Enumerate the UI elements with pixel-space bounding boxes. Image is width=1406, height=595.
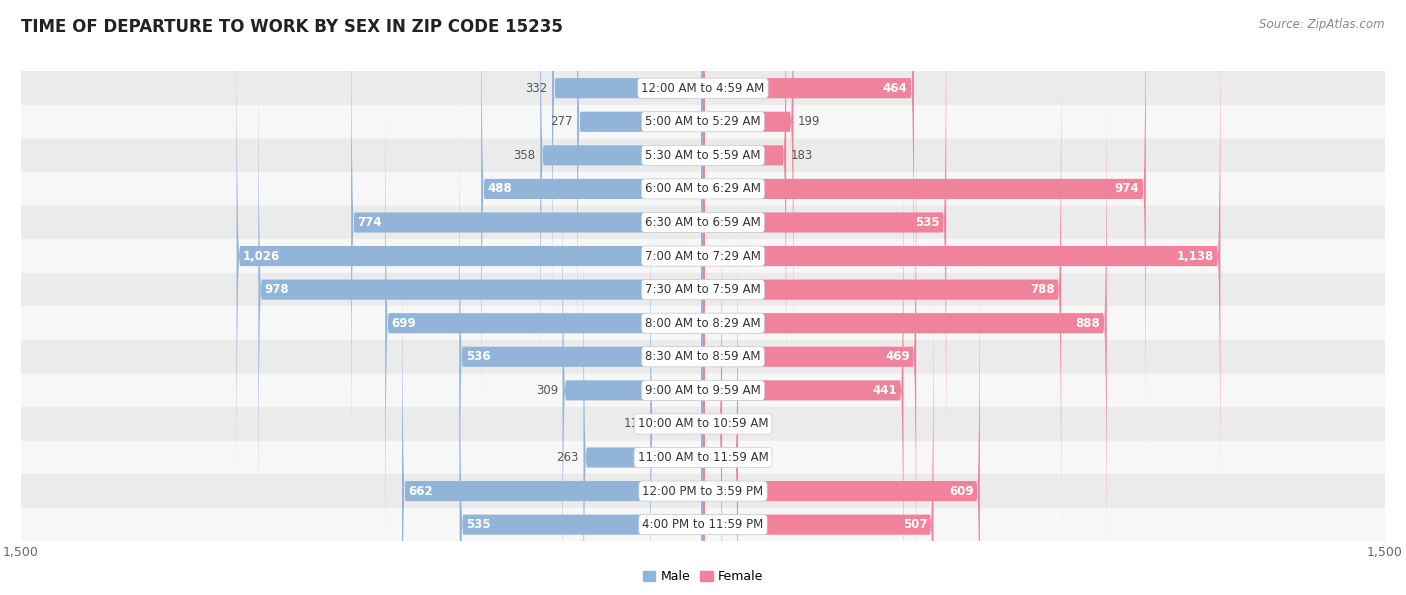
Bar xyxy=(21,407,1385,441)
Text: 774: 774 xyxy=(357,216,382,229)
Bar xyxy=(21,306,1385,340)
Text: 699: 699 xyxy=(392,317,416,330)
Text: 469: 469 xyxy=(886,350,910,364)
Text: 309: 309 xyxy=(536,384,558,397)
Text: 662: 662 xyxy=(408,484,433,497)
Bar xyxy=(21,340,1385,374)
Text: 488: 488 xyxy=(488,183,512,195)
FancyBboxPatch shape xyxy=(703,0,793,380)
Bar xyxy=(21,206,1385,239)
Text: 4:00 PM to 11:59 PM: 4:00 PM to 11:59 PM xyxy=(643,518,763,531)
FancyBboxPatch shape xyxy=(703,0,1220,515)
Text: 535: 535 xyxy=(915,216,939,229)
FancyBboxPatch shape xyxy=(562,132,703,595)
Text: Source: ZipAtlas.com: Source: ZipAtlas.com xyxy=(1260,18,1385,31)
FancyBboxPatch shape xyxy=(703,0,1146,447)
Text: 10:00 AM to 10:59 AM: 10:00 AM to 10:59 AM xyxy=(638,418,768,430)
Bar xyxy=(21,71,1385,105)
Text: 888: 888 xyxy=(1076,317,1101,330)
FancyBboxPatch shape xyxy=(352,0,703,481)
Text: 974: 974 xyxy=(1115,183,1139,195)
Text: 183: 183 xyxy=(790,149,813,162)
FancyBboxPatch shape xyxy=(460,98,703,595)
Text: 332: 332 xyxy=(526,82,547,95)
Legend: Male, Female: Male, Female xyxy=(638,565,768,588)
Text: 507: 507 xyxy=(903,518,927,531)
Text: 8:00 AM to 8:29 AM: 8:00 AM to 8:29 AM xyxy=(645,317,761,330)
Text: 6:30 AM to 6:59 AM: 6:30 AM to 6:59 AM xyxy=(645,216,761,229)
Text: 464: 464 xyxy=(883,82,908,95)
FancyBboxPatch shape xyxy=(703,165,723,595)
Text: TIME OF DEPARTURE TO WORK BY SEX IN ZIP CODE 15235: TIME OF DEPARTURE TO WORK BY SEX IN ZIP … xyxy=(21,18,562,36)
Text: 116: 116 xyxy=(623,418,645,430)
FancyBboxPatch shape xyxy=(703,31,1062,548)
Text: 277: 277 xyxy=(550,115,572,129)
FancyBboxPatch shape xyxy=(236,0,703,515)
FancyBboxPatch shape xyxy=(576,0,703,380)
FancyBboxPatch shape xyxy=(540,0,703,414)
FancyBboxPatch shape xyxy=(460,266,703,595)
FancyBboxPatch shape xyxy=(553,0,703,347)
Text: 6:00 AM to 6:29 AM: 6:00 AM to 6:29 AM xyxy=(645,183,761,195)
FancyBboxPatch shape xyxy=(650,165,703,595)
Text: 535: 535 xyxy=(467,518,491,531)
Bar xyxy=(21,508,1385,541)
Bar xyxy=(21,239,1385,273)
Bar xyxy=(21,139,1385,172)
FancyBboxPatch shape xyxy=(402,233,703,595)
Bar xyxy=(21,374,1385,407)
Text: 199: 199 xyxy=(799,115,821,129)
FancyBboxPatch shape xyxy=(481,0,703,447)
Text: 7:30 AM to 7:59 AM: 7:30 AM to 7:59 AM xyxy=(645,283,761,296)
Text: 42: 42 xyxy=(727,418,741,430)
Text: 978: 978 xyxy=(264,283,290,296)
FancyBboxPatch shape xyxy=(703,199,738,595)
Bar xyxy=(21,172,1385,206)
Text: 1,026: 1,026 xyxy=(243,249,280,262)
FancyBboxPatch shape xyxy=(703,65,1107,582)
Bar xyxy=(21,105,1385,139)
Text: 441: 441 xyxy=(873,384,897,397)
FancyBboxPatch shape xyxy=(703,233,980,595)
Bar xyxy=(21,273,1385,306)
Text: 12:00 PM to 3:59 PM: 12:00 PM to 3:59 PM xyxy=(643,484,763,497)
Text: 5:00 AM to 5:29 AM: 5:00 AM to 5:29 AM xyxy=(645,115,761,129)
Text: 7:00 AM to 7:29 AM: 7:00 AM to 7:29 AM xyxy=(645,249,761,262)
FancyBboxPatch shape xyxy=(703,98,917,595)
Text: 358: 358 xyxy=(513,149,536,162)
FancyBboxPatch shape xyxy=(703,0,914,347)
FancyBboxPatch shape xyxy=(385,65,703,582)
Text: 77: 77 xyxy=(742,451,758,464)
Text: 12:00 AM to 4:59 AM: 12:00 AM to 4:59 AM xyxy=(641,82,765,95)
Text: 788: 788 xyxy=(1031,283,1054,296)
FancyBboxPatch shape xyxy=(703,0,786,414)
Text: 5:30 AM to 5:59 AM: 5:30 AM to 5:59 AM xyxy=(645,149,761,162)
Text: 8:30 AM to 8:59 AM: 8:30 AM to 8:59 AM xyxy=(645,350,761,364)
Bar xyxy=(21,474,1385,508)
Bar xyxy=(21,441,1385,474)
Text: 536: 536 xyxy=(465,350,491,364)
Text: 9:00 AM to 9:59 AM: 9:00 AM to 9:59 AM xyxy=(645,384,761,397)
Text: 11:00 AM to 11:59 AM: 11:00 AM to 11:59 AM xyxy=(638,451,768,464)
FancyBboxPatch shape xyxy=(259,31,703,548)
FancyBboxPatch shape xyxy=(703,0,946,481)
FancyBboxPatch shape xyxy=(703,266,934,595)
Text: 263: 263 xyxy=(557,451,579,464)
Text: 1,138: 1,138 xyxy=(1177,249,1213,262)
FancyBboxPatch shape xyxy=(583,199,703,595)
FancyBboxPatch shape xyxy=(703,132,904,595)
Text: 609: 609 xyxy=(949,484,973,497)
